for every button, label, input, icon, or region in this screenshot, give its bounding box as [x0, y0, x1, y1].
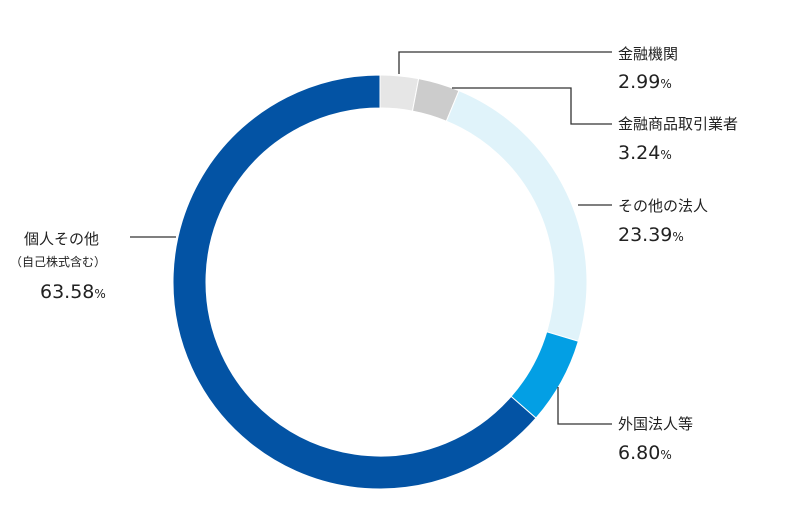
- leader-lines: [130, 51, 612, 425]
- leader-line-kinyukikan: [398, 51, 612, 74]
- slice-kinyukikan: [379, 74, 420, 112]
- donut-slices: [172, 74, 588, 490]
- slice-label-kinyukikan: 金融機関: [618, 45, 679, 63]
- value-number: 23.39: [618, 224, 673, 246]
- slice-value-gaikoku: 6.80%: [618, 444, 672, 463]
- value-unit: %: [660, 148, 672, 162]
- value-unit: %: [660, 77, 672, 91]
- value-unit: %: [94, 287, 106, 301]
- slice-label-sonota-hojin: その他の法人: [618, 197, 709, 215]
- slice-value-kinyushohin: 3.24%: [618, 144, 672, 163]
- slice-sublabel-kojin: （自己株式含む）: [10, 255, 107, 269]
- value-number: 2.99: [618, 71, 661, 93]
- slice-label-kojin: 個人その他: [24, 230, 100, 248]
- slice-value-kinyukikan: 2.99%: [618, 73, 672, 92]
- slice-label-gaikoku: 外国法人等: [618, 415, 694, 433]
- leader-line-gaikoku: [557, 387, 612, 425]
- value-number: 3.24: [618, 142, 661, 164]
- value-unit: %: [660, 448, 672, 462]
- value-number: 6.80: [618, 442, 661, 464]
- slice-kojin: [172, 74, 537, 490]
- slice-value-kojin: 63.58%: [40, 283, 106, 302]
- slice-label-kinyushohin: 金融商品取引業者: [618, 115, 739, 133]
- slice-sonota-hojin: [445, 90, 588, 342]
- slice-value-sonota-hojin: 23.39%: [618, 226, 684, 245]
- leader-line-kinyushohin: [452, 87, 612, 125]
- value-unit: %: [672, 230, 684, 244]
- value-number: 63.58: [40, 281, 95, 303]
